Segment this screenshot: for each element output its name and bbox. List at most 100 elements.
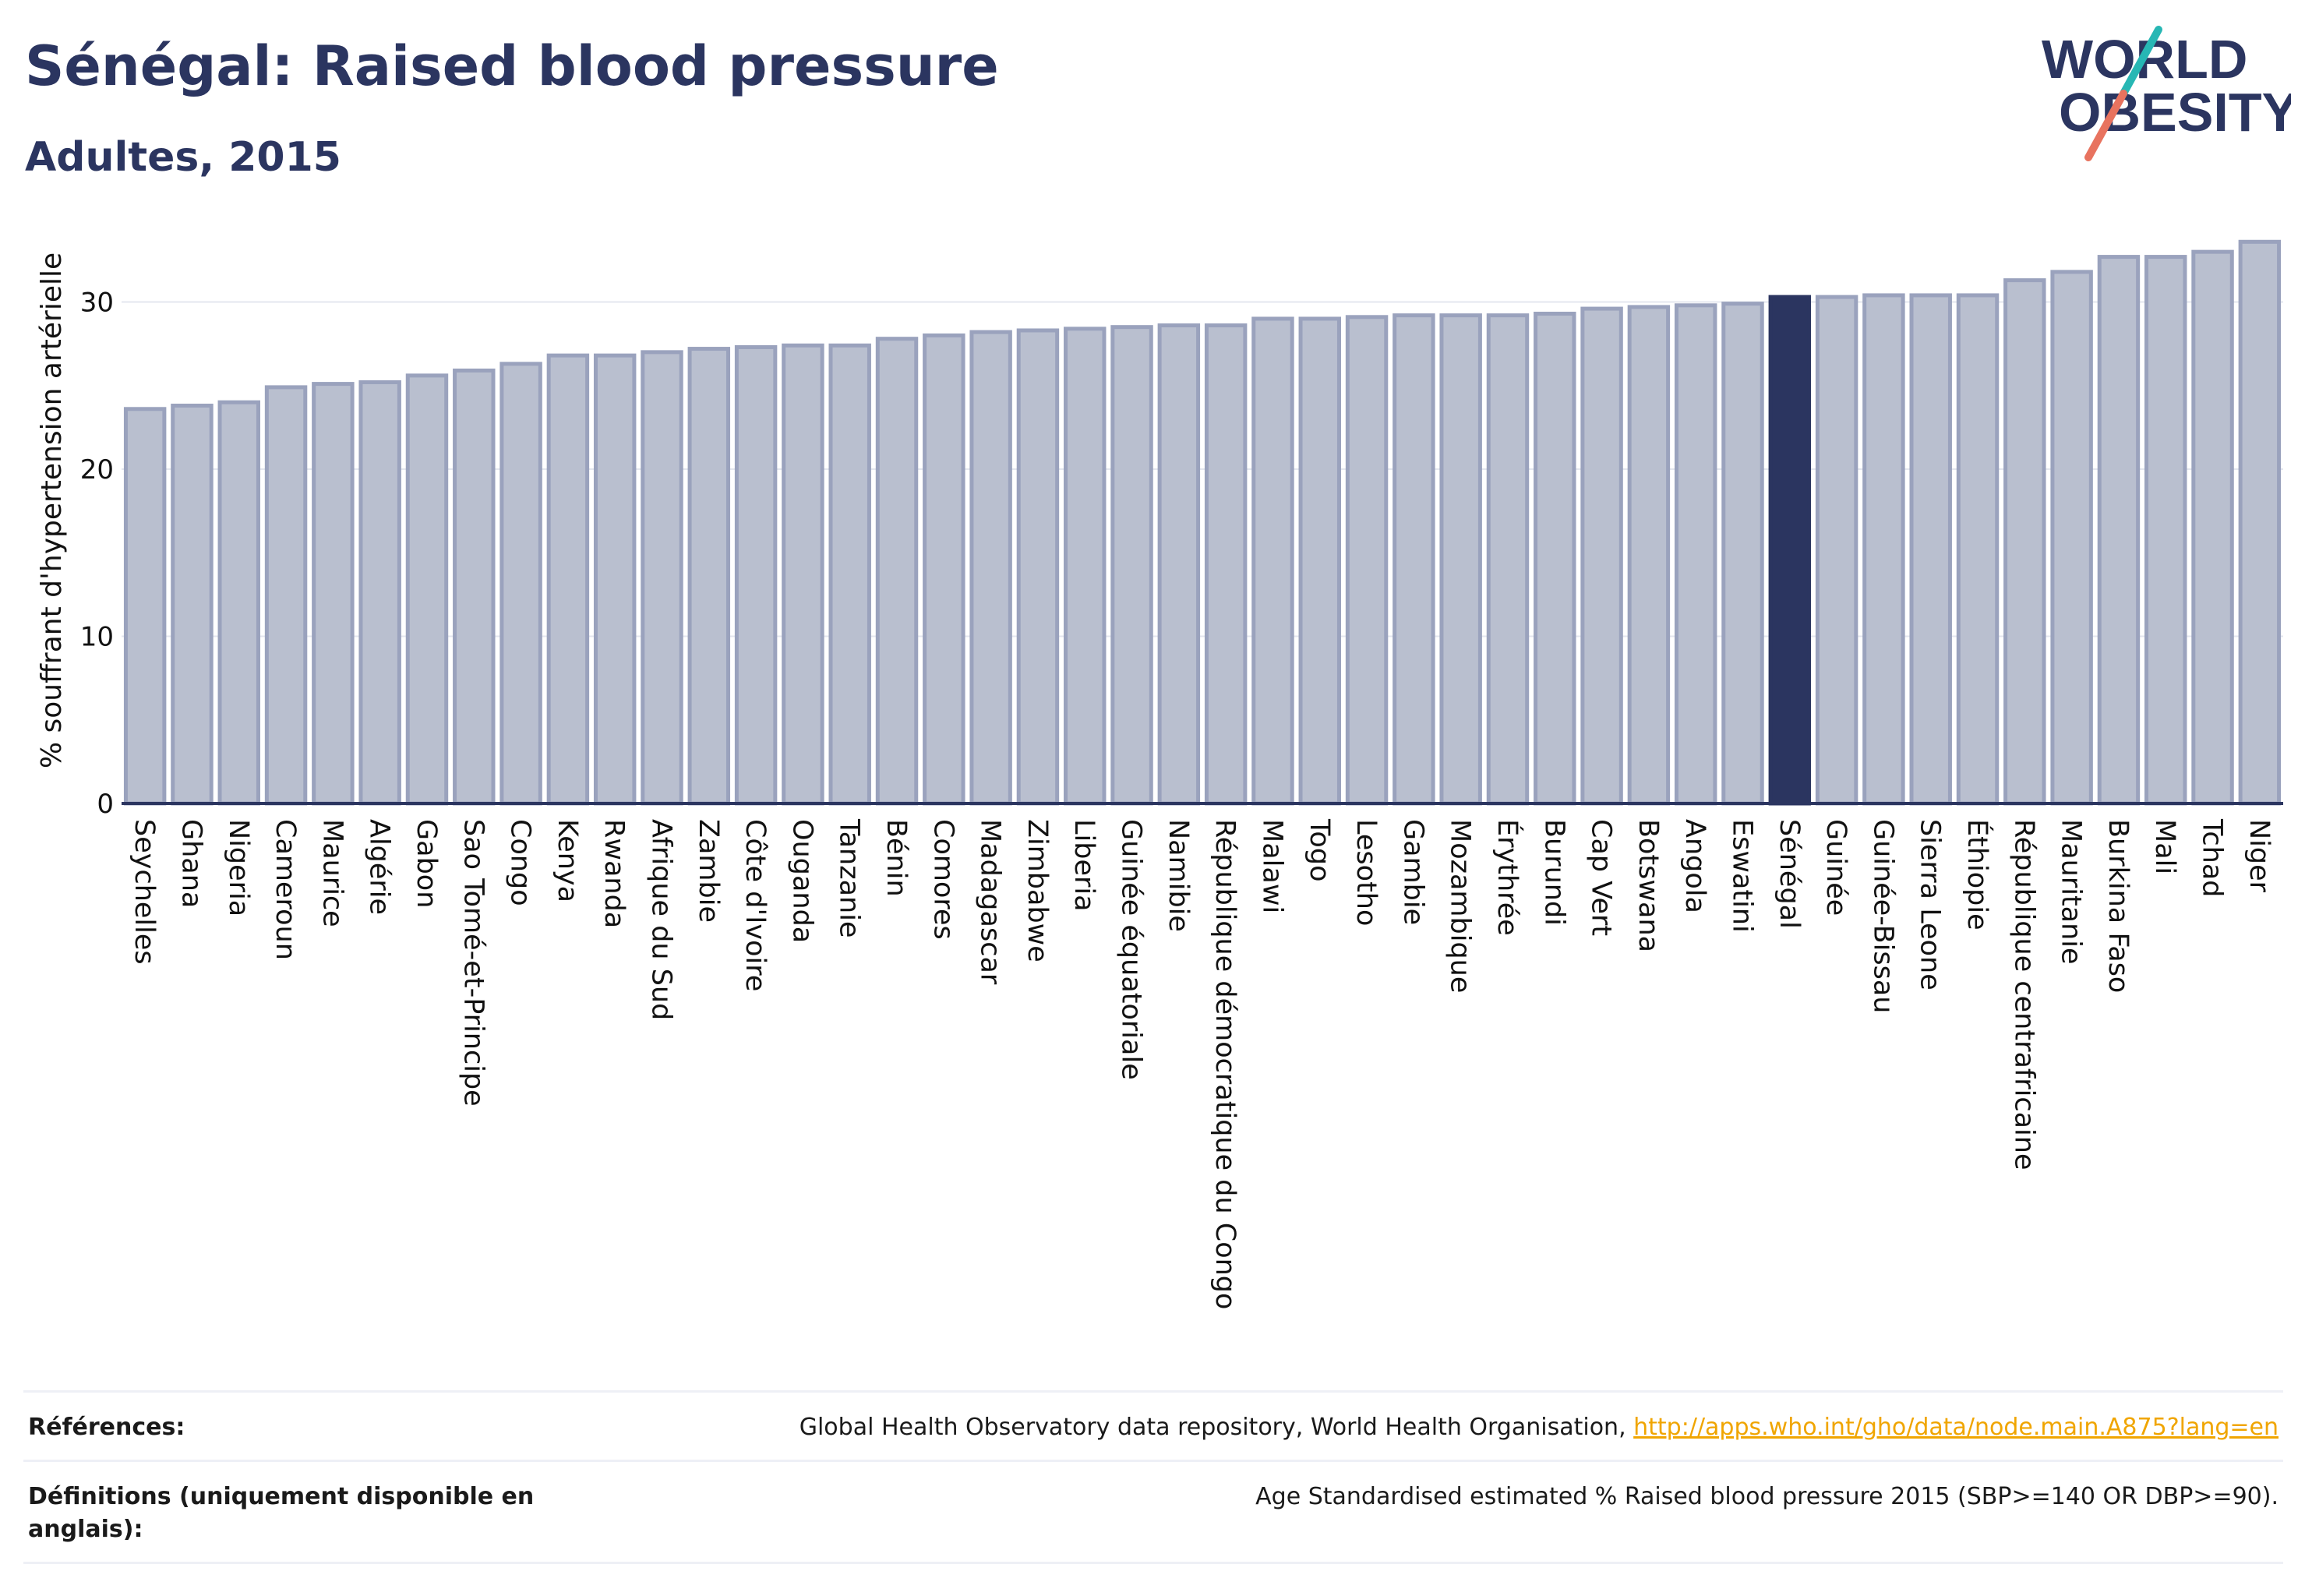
bar-26 — [1345, 315, 1389, 806]
x-tick-label: Guinée équatoriale — [1116, 819, 1147, 1080]
definitions-value: Age Standardised estimated % Raised bloo… — [1255, 1483, 2279, 1510]
bar-2 — [217, 400, 260, 806]
bar-34 — [1721, 302, 1764, 806]
bar-32 — [1627, 305, 1671, 806]
x-tick-label: Bénin — [881, 819, 912, 897]
bar-31 — [1580, 306, 1623, 806]
x-tick-label: Botswana — [1633, 819, 1664, 952]
x-tick-label: Zambie — [693, 819, 724, 923]
bar-24 — [1251, 316, 1294, 806]
bar-41 — [2050, 270, 2093, 806]
x-tick-label: Guinée — [1820, 819, 1851, 916]
footer: Références: Global Health Observatory da… — [23, 1390, 2283, 1564]
x-tick-label: Algérie — [364, 819, 395, 915]
bar-30 — [1534, 312, 1576, 806]
x-tick-label: Kenya — [552, 819, 583, 902]
y-tick-label: 30 — [80, 288, 114, 319]
x-tick-label: Burundi — [1538, 819, 1569, 926]
bar-40 — [2003, 278, 2046, 806]
bar-22 — [1157, 323, 1201, 806]
x-tick-label: Tchad — [2197, 818, 2228, 898]
bar-8 — [499, 362, 542, 806]
bar-0 — [123, 407, 167, 806]
bar-1 — [171, 403, 214, 806]
bar-3 — [264, 385, 308, 806]
bar-14 — [782, 343, 824, 806]
bar-35 — [1768, 295, 1812, 806]
x-tick-label: Angola — [1679, 819, 1710, 913]
bar-45 — [2238, 239, 2282, 806]
x-tick-label: Ouganda — [786, 819, 817, 943]
x-tick-label: Burkina Faso — [2102, 819, 2134, 993]
logo-line2: OBESITY — [2059, 82, 2291, 143]
x-tick-label: Namibie — [1163, 819, 1194, 932]
x-tick-label: Niger — [2243, 819, 2275, 893]
bar-19 — [1016, 328, 1060, 806]
x-tick-label: Comores — [927, 819, 958, 940]
x-tick-label: Sénégal — [1774, 819, 1805, 929]
x-tick-label: Guinée-Bissau — [1867, 819, 1898, 1014]
x-tick-label: Érythrée — [1491, 819, 1524, 936]
x-tick-label: Mali — [2149, 819, 2180, 874]
x-tick-label: Cap Vert — [1586, 819, 1617, 936]
definitions-label: Définitions (uniquement disponible en an… — [28, 1483, 535, 1543]
chart-subtitle: Adultes, 2015 — [25, 134, 341, 181]
bar-29 — [1486, 313, 1530, 806]
world-obesity-logo: WORLD OBESITY — [2042, 26, 2291, 161]
bar-11 — [641, 350, 683, 806]
references-value: Global Health Observatory data repositor… — [800, 1411, 2279, 1444]
bar-42 — [2097, 255, 2141, 806]
chart-title: Sénégal: Raised blood pressure — [25, 34, 999, 98]
x-tick-label: République centrafricaine — [2008, 819, 2039, 1171]
x-tick-label: Mauritanie — [2056, 819, 2087, 965]
x-tick-label: Rwanda — [598, 819, 630, 928]
y-tick-label: 10 — [80, 622, 114, 653]
bar-16 — [875, 337, 919, 806]
x-tick-label: Gabon — [411, 819, 442, 908]
bar-17 — [923, 333, 965, 806]
y-tick-label: 20 — [80, 454, 114, 486]
bar-43 — [2144, 255, 2187, 806]
logo-slash-coral — [2084, 90, 2127, 161]
x-tick-label: Togo — [1304, 818, 1335, 881]
x-tick-label: Sao Tomé-et-Principe — [457, 819, 489, 1107]
bar-44 — [2191, 249, 2234, 806]
x-tick-label: Lesotho — [1350, 819, 1382, 926]
bar-12 — [687, 347, 731, 806]
x-tick-label: Eswatini — [1727, 819, 1758, 933]
logo-slash-teal — [2120, 26, 2162, 97]
x-tick-label: Afrique du Sud — [646, 819, 677, 1020]
bar-20 — [1064, 327, 1107, 806]
bar-4 — [312, 382, 355, 806]
bar-27 — [1393, 313, 1435, 806]
x-tick-label: Maurice — [316, 819, 348, 927]
bar-6 — [405, 373, 449, 806]
x-tick-label: Congo — [505, 819, 536, 906]
bar-33 — [1674, 303, 1717, 806]
x-tick-label: Seychelles — [129, 819, 160, 965]
bar-15 — [828, 343, 871, 806]
x-tick-label: Sierra Leone — [1915, 819, 1946, 990]
x-tick-label: Malawi — [1256, 819, 1287, 913]
x-tick-label: Éthiopie — [1961, 819, 1994, 930]
x-tick-label: Cameroun — [270, 819, 301, 960]
bar-25 — [1298, 316, 1341, 806]
bar-37 — [1862, 293, 1905, 806]
x-tick-label: Zimbabwe — [1022, 819, 1053, 962]
y-axis-label: % souffrant d'hypertension artérielle — [36, 252, 68, 768]
definitions-row: Définitions (uniquement disponible en an… — [23, 1460, 2283, 1564]
x-tick-label: Gambie — [1397, 819, 1428, 925]
references-row: Références: Global Health Observatory da… — [23, 1390, 2283, 1460]
bar-23 — [1204, 323, 1248, 806]
bar-13 — [734, 344, 778, 806]
x-tick-label: Tanzanie — [834, 818, 865, 937]
axes: 0 10 20 30 — [80, 288, 2283, 820]
category-labels: Seychelles Ghana Nigeria Cameroun Maurice Alg… — [129, 818, 2275, 1309]
x-tick-label: Madagascar — [975, 819, 1006, 985]
bar-38 — [1909, 293, 1952, 806]
references-link[interactable]: http://apps.who.int/gho/data/node.main.A… — [1633, 1414, 2279, 1441]
x-tick-label: République démocratique du Congo — [1209, 819, 1241, 1309]
x-tick-label: Mozambique — [1445, 819, 1476, 993]
y-tick-label: 0 — [97, 789, 114, 820]
x-tick-label: Liberia — [1068, 819, 1100, 912]
